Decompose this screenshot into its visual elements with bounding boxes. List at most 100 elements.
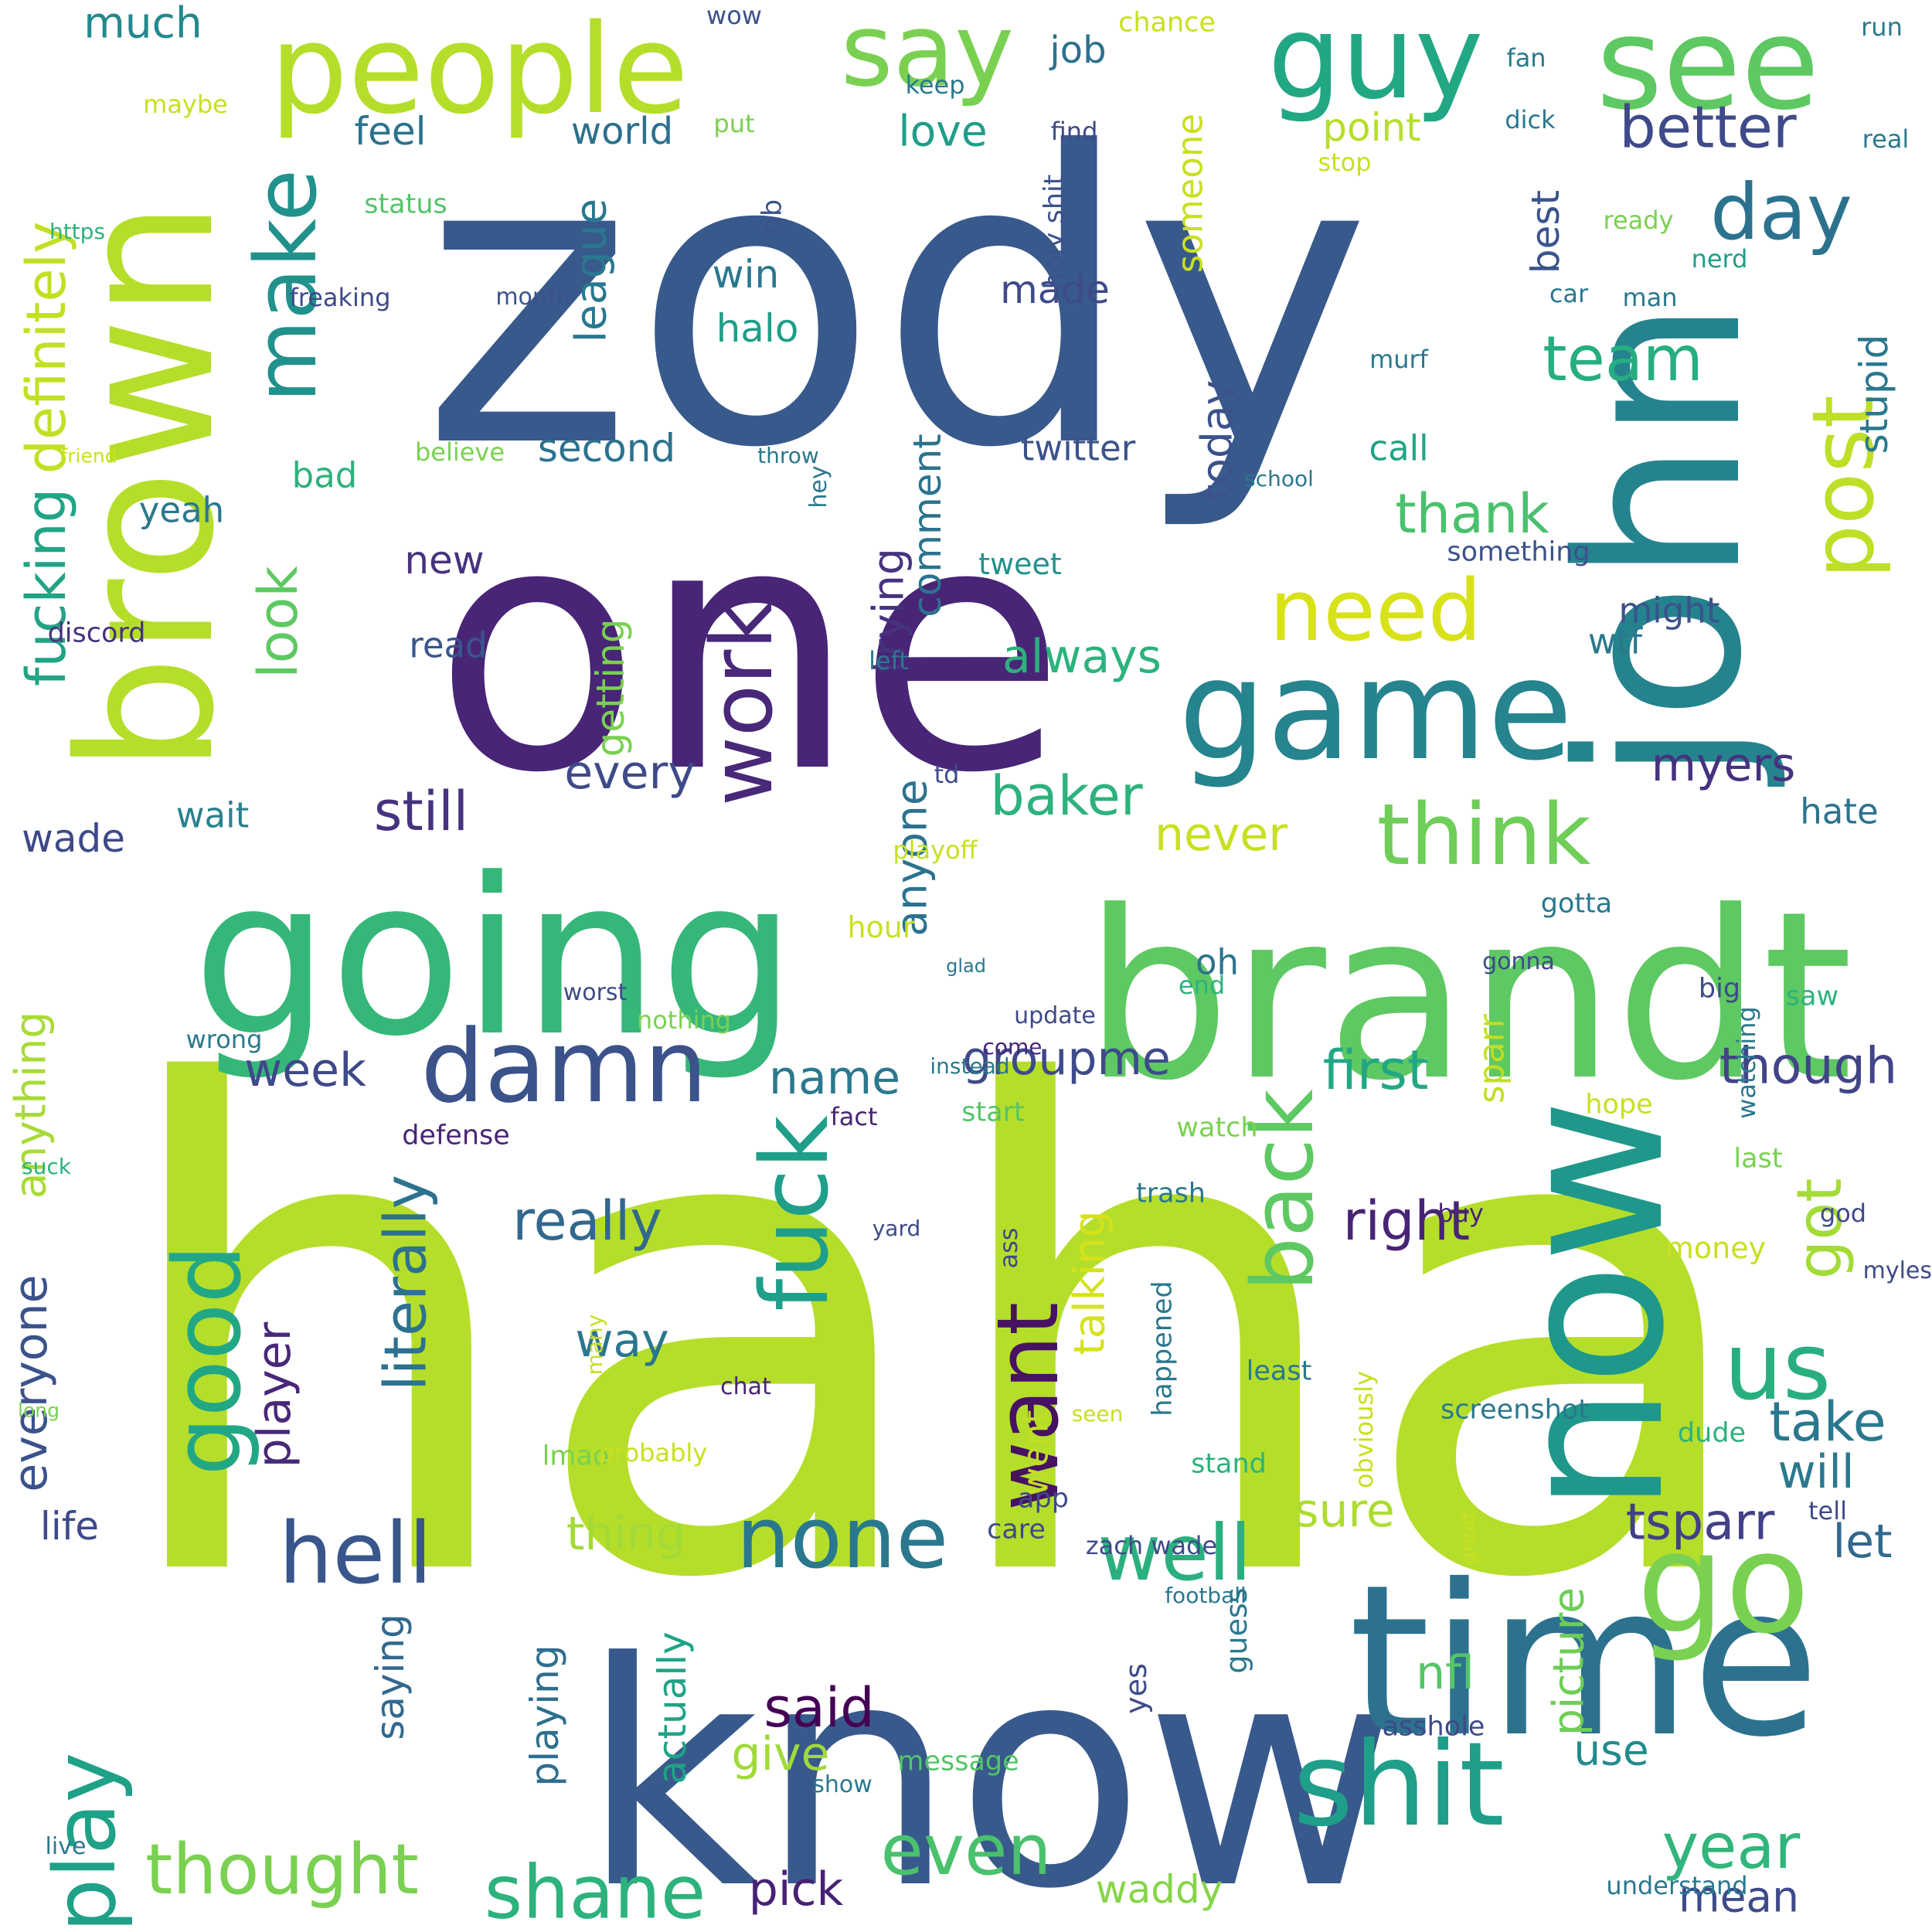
word-discord: discord — [47, 617, 146, 649]
word-stupid: stupid — [1852, 334, 1896, 454]
word-show: show — [812, 1771, 872, 1798]
word-job: job — [1049, 29, 1107, 72]
word-football: football — [1165, 1583, 1247, 1608]
word-wait: wait — [175, 794, 250, 836]
word-yes: yes — [1119, 1663, 1153, 1714]
word-man: man — [1622, 283, 1678, 312]
word-td: td — [934, 760, 960, 789]
word-murf: murf — [1369, 345, 1428, 374]
word-dick: dick — [1505, 105, 1556, 134]
word-today: today — [1192, 379, 1242, 502]
word-screenshot: screenshot — [1440, 1394, 1589, 1426]
word-tsparr: tsparr — [1625, 1493, 1775, 1552]
word-point: point — [1322, 105, 1421, 150]
word-start: start — [961, 1097, 1025, 1128]
word-definitely: definitely — [15, 221, 78, 474]
word-month: month — [495, 284, 571, 311]
word-feel: feel — [354, 109, 427, 154]
word-name: name — [768, 1051, 901, 1105]
word-nothing: nothing — [636, 1005, 732, 1035]
word-zody: zody — [421, 67, 1372, 536]
word-sparr: sparr — [1471, 1014, 1512, 1104]
word-twitter: twitter — [1020, 427, 1136, 469]
word-damn: damn — [420, 1008, 708, 1125]
word-suck: suck — [22, 1154, 71, 1179]
word-everyone: everyone — [4, 1274, 58, 1492]
word-run: run — [1861, 12, 1903, 42]
word-guess: guess — [1219, 1587, 1253, 1674]
word-talking: talking — [1064, 1210, 1114, 1355]
word-least: least — [1246, 1355, 1312, 1387]
word-say: say — [840, 0, 1015, 109]
word-much: much — [83, 0, 202, 48]
word-app: app — [1018, 1483, 1069, 1515]
word-oh: oh — [1195, 941, 1240, 983]
word-put: put — [713, 109, 755, 138]
word-use: use — [1573, 1725, 1649, 1775]
word-holy-shit: holy shit — [1039, 174, 1070, 290]
word-car: car — [1549, 279, 1589, 308]
word-hell: hell — [278, 1504, 433, 1603]
word-zach-wade: zach wade — [1085, 1531, 1218, 1560]
word-us: us — [1723, 1314, 1832, 1421]
word-https: https — [49, 219, 106, 244]
word-trash: trash — [1136, 1178, 1206, 1209]
word-time: time — [1348, 1539, 1821, 1783]
word-watching: watching — [1732, 1006, 1761, 1119]
word-haha: haha — [106, 950, 1764, 1723]
word-work: work — [692, 600, 791, 807]
word-world: world — [570, 110, 674, 153]
word-wade: wade — [21, 816, 126, 861]
word-probably: probably — [598, 1438, 708, 1468]
word-bad: bad — [291, 454, 358, 496]
word-take: take — [1769, 1390, 1886, 1454]
word-school: school — [1244, 466, 1314, 492]
word-shit: shit — [1293, 1718, 1505, 1852]
word-will: will — [1777, 1445, 1855, 1499]
word-glad: glad — [946, 955, 986, 977]
word-first: first — [1322, 1039, 1429, 1102]
word-know: know — [580, 1597, 1398, 1932]
word-watch: watch — [1176, 1112, 1258, 1144]
word-hate: hate — [1800, 791, 1879, 832]
word-love: love — [898, 106, 988, 156]
word-obviously: obviously — [1349, 1370, 1379, 1489]
word-well: well — [1097, 1508, 1252, 1598]
word-come: come — [982, 1034, 1043, 1060]
word-every: every — [564, 746, 696, 800]
word-chat: chat — [720, 1373, 771, 1400]
word-long: long — [18, 1399, 60, 1422]
word-playing: playing — [522, 1645, 567, 1787]
word-wrong: wrong — [185, 1025, 263, 1054]
word-someone: someone — [1169, 113, 1211, 274]
word-sure: sure — [1294, 1484, 1395, 1538]
word-understand: understand — [1606, 1871, 1748, 1900]
word-better: better — [1619, 93, 1797, 162]
word-getting: getting — [588, 618, 633, 757]
word-nerd: nerd — [1691, 244, 1748, 274]
word-playoff: playoff — [893, 835, 978, 865]
word-thought: thought — [145, 1829, 419, 1910]
word-buy: buy — [1437, 1199, 1484, 1228]
word-hope: hope — [1585, 1089, 1653, 1121]
word-people: people — [269, 0, 689, 141]
word-read: read — [409, 624, 488, 666]
word-friend: friend — [60, 444, 117, 468]
word-chance: chance — [1118, 7, 1216, 39]
word-find: find — [1050, 117, 1098, 146]
word-ready: ready — [1603, 206, 1674, 235]
word-brandt: brandt — [1083, 862, 1853, 1131]
word-one: one — [433, 451, 1066, 847]
word-second: second — [537, 426, 676, 471]
word-gotta: gotta — [1540, 888, 1613, 920]
word-happened: happened — [1147, 1281, 1179, 1417]
word-fuck: fuck — [742, 1115, 849, 1311]
word-thank: thank — [1395, 482, 1549, 546]
word-week: week — [244, 1043, 366, 1097]
word-many: many — [582, 1314, 607, 1376]
word-seen: seen — [1071, 1401, 1124, 1427]
word-year: year — [1662, 1811, 1801, 1883]
word-might: might — [1618, 590, 1720, 631]
word-fact: fact — [830, 1102, 878, 1131]
word-game: game — [1178, 630, 1573, 791]
